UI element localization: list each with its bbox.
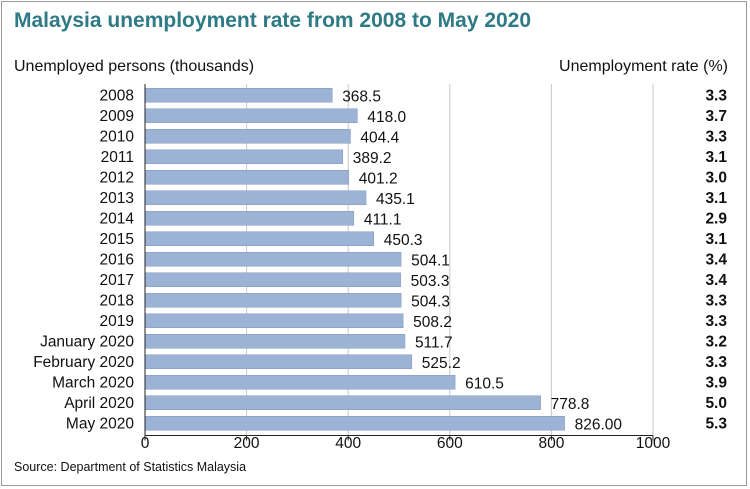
right-axis-header: Unemployment rate (%) — [559, 58, 728, 75]
bar — [144, 170, 350, 185]
value-label: 435.1 — [376, 191, 415, 208]
rate-label: 3.4 — [705, 251, 727, 268]
bar — [144, 293, 402, 308]
category-label: 2008 — [100, 87, 134, 104]
category-label: 2016 — [100, 251, 134, 268]
x-tick-label: 0 — [141, 435, 150, 452]
value-label: 826.00 — [575, 416, 623, 433]
category-label: 2015 — [100, 231, 134, 248]
category-label: March 2020 — [52, 374, 134, 391]
value-label: 389.2 — [353, 150, 392, 167]
rate-label: 3.1 — [705, 231, 727, 248]
category-label: 2013 — [100, 190, 134, 207]
value-label: 418.0 — [367, 109, 406, 126]
category-label: 2018 — [100, 292, 134, 309]
category-label: May 2020 — [66, 415, 134, 432]
bar — [144, 272, 401, 287]
rate-label: 5.0 — [705, 395, 727, 412]
category-label: January 2020 — [40, 333, 134, 350]
value-label: 610.5 — [465, 375, 504, 392]
rate-label: 3.9 — [705, 374, 727, 391]
value-label: 368.5 — [342, 88, 381, 105]
category-label: 2012 — [100, 169, 134, 186]
left-axis-header: Unemployed persons (thousands) — [14, 58, 255, 75]
rate-label: 3.3 — [705, 313, 727, 330]
value-label: 504.3 — [411, 293, 450, 310]
bar — [144, 211, 355, 226]
bar — [144, 334, 406, 349]
x-tick-label: 200 — [234, 435, 260, 452]
category-label: April 2020 — [64, 395, 134, 412]
value-label: 508.2 — [413, 314, 452, 331]
category-label: 2009 — [100, 108, 134, 125]
source-note: Source: Department of Statistics Malaysi… — [14, 460, 247, 474]
x-tick-label: 400 — [335, 435, 361, 452]
rate-label: 2.9 — [705, 210, 727, 227]
rate-label: 3.4 — [705, 272, 727, 289]
category-label: 2010 — [100, 128, 135, 145]
rate-label: 3.3 — [705, 128, 727, 145]
value-label: 511.7 — [415, 334, 453, 351]
category-label: 2017 — [100, 272, 134, 289]
rate-label: 3.3 — [705, 87, 727, 104]
x-tick-label: 1000 — [636, 435, 671, 452]
bar — [144, 190, 367, 205]
value-label: 401.2 — [359, 170, 398, 187]
bar — [144, 88, 333, 103]
rate-label: 3.3 — [705, 292, 727, 309]
bar — [144, 231, 375, 246]
rate-label: 5.3 — [705, 415, 727, 432]
bar — [144, 252, 402, 267]
value-label: 411.1 — [364, 211, 402, 228]
rate-label: 3.1 — [705, 149, 727, 166]
rate-label: 3.7 — [705, 108, 727, 125]
bar — [144, 354, 413, 369]
value-label: 504.1 — [411, 252, 450, 269]
bar — [144, 395, 541, 410]
category-label: February 2020 — [33, 354, 134, 371]
value-label: 450.3 — [384, 232, 423, 249]
rate-label: 3.1 — [705, 190, 727, 207]
value-label: 404.4 — [360, 129, 399, 146]
value-label: 525.2 — [422, 355, 461, 372]
bar — [144, 108, 358, 123]
value-label: 503.3 — [411, 273, 450, 290]
rate-label: 3.3 — [705, 354, 727, 371]
chart-title: Malaysia unemployment rate from 2008 to … — [14, 9, 532, 32]
rate-label: 3.0 — [705, 169, 727, 186]
x-tick-label: 800 — [538, 435, 564, 452]
category-label: 2019 — [100, 313, 134, 330]
bar — [144, 375, 456, 390]
bar — [144, 129, 351, 144]
bar — [144, 416, 565, 431]
bar — [144, 313, 404, 328]
category-label: 2011 — [101, 149, 134, 166]
rate-label: 3.2 — [705, 333, 727, 350]
value-label: 778.8 — [551, 396, 590, 413]
category-label: 2014 — [100, 210, 135, 227]
bar — [144, 149, 343, 164]
x-tick-label: 600 — [437, 435, 463, 452]
